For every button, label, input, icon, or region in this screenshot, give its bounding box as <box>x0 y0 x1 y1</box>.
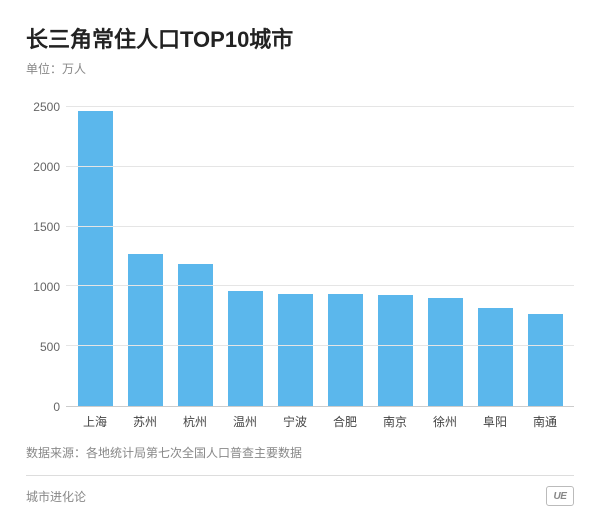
grid-line <box>66 226 574 227</box>
data-source-line: 数据来源：各地统计局第七次全国人口普查主要数据 <box>26 444 574 476</box>
bar-slot <box>220 107 270 406</box>
x-tick-label: 温州 <box>220 413 270 430</box>
x-tick-label: 合肥 <box>320 413 370 430</box>
x-tick-label: 阜阳 <box>470 413 520 430</box>
bar <box>278 294 313 406</box>
bar-slot <box>520 107 570 406</box>
y-tick-label: 500 <box>40 340 60 354</box>
y-tick-label: 0 <box>53 400 60 414</box>
y-axis: 05001000150020002500 <box>26 107 66 407</box>
y-tick-label: 1500 <box>33 220 60 234</box>
x-tick-label: 苏州 <box>120 413 170 430</box>
chart-subtitle: 单位：万人 <box>26 60 574 77</box>
bar <box>378 295 413 406</box>
x-tick-label: 徐州 <box>420 413 470 430</box>
bar-slot <box>470 107 520 406</box>
x-tick-label: 宁波 <box>270 413 320 430</box>
y-tick-label: 1000 <box>33 280 60 294</box>
bar-slot <box>270 107 320 406</box>
bar <box>78 111 113 406</box>
grid-line <box>66 345 574 346</box>
grid-line <box>66 106 574 107</box>
bar <box>128 254 163 406</box>
bar-slot <box>320 107 370 406</box>
bar-slot <box>420 107 470 406</box>
bars-group <box>66 107 574 406</box>
y-tick-label: 2500 <box>33 100 60 114</box>
bar-slot <box>170 107 220 406</box>
bar-slot <box>370 107 420 406</box>
grid-line <box>66 285 574 286</box>
x-tick-label: 杭州 <box>170 413 220 430</box>
bar-slot <box>120 107 170 406</box>
footer-brand: 城市进化论 <box>26 488 86 505</box>
x-tick-label: 南京 <box>370 413 420 430</box>
chart-title: 长三角常住人口TOP10城市 <box>26 22 574 54</box>
grid-line <box>66 166 574 167</box>
plot-area <box>66 107 574 407</box>
bar-slot <box>70 107 120 406</box>
bar <box>328 294 363 406</box>
bar <box>428 298 463 406</box>
x-tick-label: 上海 <box>70 413 120 430</box>
chart-area: 05001000150020002500 <box>26 107 574 407</box>
logo-icon: UE <box>546 486 574 506</box>
x-tick-label: 南通 <box>520 413 570 430</box>
bar <box>528 314 563 406</box>
bar <box>228 291 263 406</box>
bar <box>478 308 513 406</box>
x-axis-labels: 上海苏州杭州温州宁波合肥南京徐州阜阳南通 <box>66 407 574 430</box>
y-tick-label: 2000 <box>33 160 60 174</box>
